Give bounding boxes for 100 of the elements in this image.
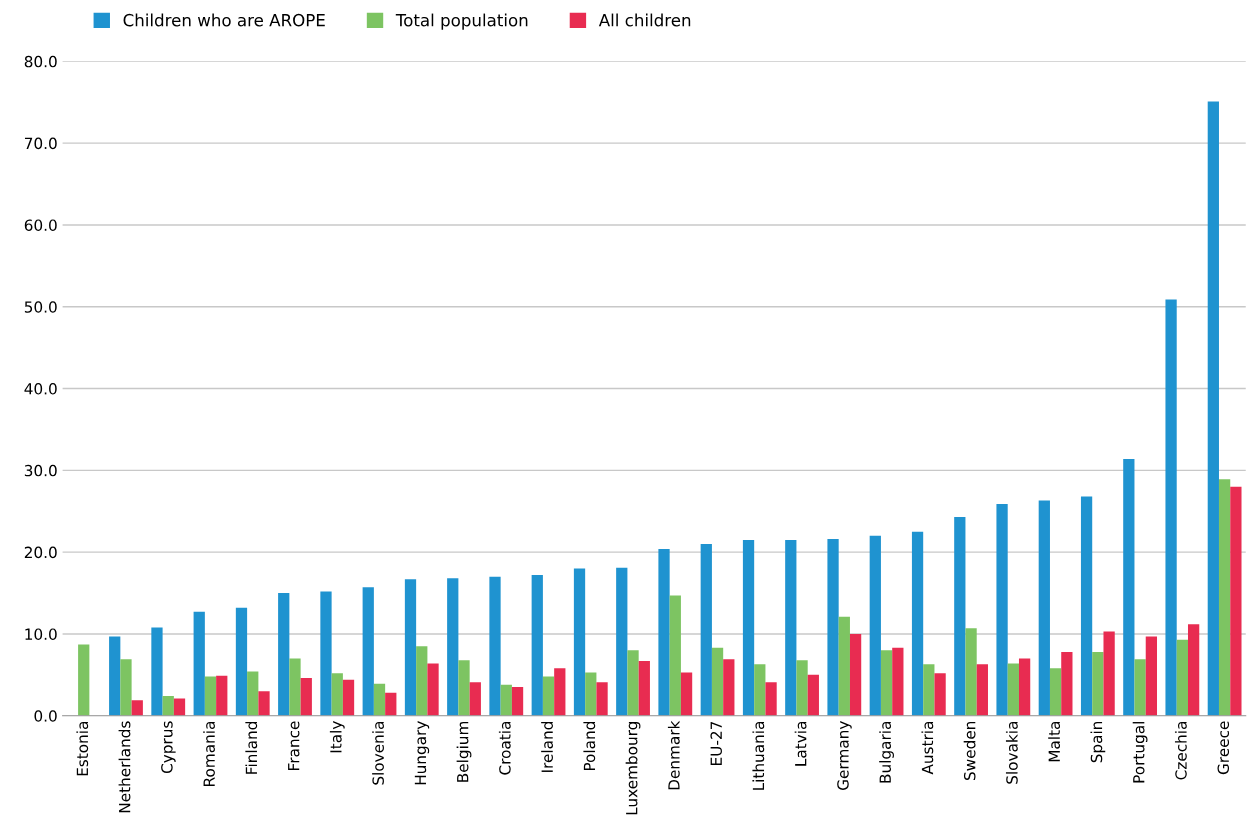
bar (573, 568, 586, 716)
bar (627, 650, 639, 716)
y-tick-label: 0.0 (34, 710, 57, 722)
bar (616, 567, 628, 716)
legend-label: Total population (395, 13, 528, 30)
bar (300, 678, 312, 716)
bar (331, 673, 343, 716)
x-tick-label: EU-27 (710, 721, 722, 765)
bar (1080, 496, 1093, 716)
bar (385, 692, 397, 716)
x-tick-label: Czechia (1174, 722, 1187, 780)
bar (469, 682, 481, 716)
bar (1092, 651, 1104, 716)
bar (1038, 500, 1050, 716)
bar (700, 543, 712, 716)
bar (247, 671, 259, 716)
bar (742, 539, 755, 716)
x-tick-label: Romania (203, 722, 215, 786)
x-tick-label: Poland (583, 722, 596, 771)
bar (320, 591, 332, 716)
x-tick-label: Bulgaria (879, 722, 894, 783)
bar (173, 698, 186, 716)
x-tick-label: Luxembourg (625, 722, 641, 815)
x-tick-label: Ireland (541, 722, 553, 772)
bar (258, 691, 270, 716)
bar (596, 682, 608, 716)
x-tick-label: Italy (329, 721, 345, 753)
bar (669, 595, 681, 716)
bar (193, 611, 205, 716)
bar (1230, 486, 1242, 716)
bar (965, 628, 977, 716)
bar (120, 659, 132, 716)
bar (1176, 639, 1188, 716)
bar (869, 535, 881, 716)
bar (404, 579, 417, 716)
bar (1123, 458, 1135, 716)
bar (827, 539, 839, 716)
bar (500, 684, 512, 716)
bar (416, 646, 428, 716)
x-tick-label: Sweden (963, 721, 976, 780)
bar (342, 679, 355, 716)
bar (162, 696, 174, 716)
x-tick-label: Estonia (76, 722, 89, 776)
x-tick-label: Slovakia (1005, 722, 1018, 784)
bar (1061, 651, 1073, 716)
y-tick-label: 30.0 (24, 464, 57, 477)
bar (78, 644, 90, 716)
bar (1145, 636, 1157, 716)
bar (216, 675, 228, 716)
y-tick-label: 70.0 (24, 137, 57, 150)
bar (1049, 668, 1062, 716)
bar (838, 616, 850, 716)
bar (658, 548, 670, 716)
x-tick-label: Croatia (498, 722, 511, 775)
x-tick-label: Latvia (794, 722, 807, 766)
x-tick-label: Finland (245, 722, 258, 774)
bar (807, 674, 819, 716)
x-tick-label: Netherlands (118, 721, 131, 813)
bar (954, 516, 966, 716)
bar (151, 627, 163, 716)
bar (511, 687, 524, 716)
bar (585, 672, 597, 716)
x-tick-label: Germany (837, 721, 852, 790)
bar (531, 575, 543, 716)
bar (711, 647, 724, 716)
bar (680, 672, 693, 716)
y-tick-label: 60.0 (24, 219, 57, 231)
bar (554, 668, 566, 716)
x-tick-label: Malta (1048, 722, 1061, 762)
bar (373, 683, 386, 716)
bar (976, 664, 988, 716)
x-tick-label: Spain (1090, 721, 1106, 763)
legend-label: All children (598, 13, 691, 27)
bar (1187, 624, 1200, 716)
y-tick-label: 50.0 (24, 301, 57, 313)
x-tick-label: Denmark (667, 720, 680, 790)
x-tick-label: Greece (1217, 721, 1230, 775)
bar (911, 531, 924, 716)
bar (923, 664, 935, 716)
bar (427, 663, 439, 716)
bar (289, 658, 301, 716)
x-tick-label: Cyprus (161, 721, 176, 774)
bar (447, 578, 459, 716)
bar (235, 607, 248, 716)
bar (1218, 479, 1231, 716)
bar (934, 673, 946, 716)
bar (204, 676, 217, 716)
bar (1207, 101, 1219, 716)
x-tick-label: Lithuania (752, 722, 765, 790)
bar (638, 660, 650, 716)
y-tick-label: 80.0 (24, 55, 57, 68)
x-tick-label: Belgium (456, 721, 472, 782)
bar (892, 647, 904, 716)
bar (489, 576, 501, 716)
y-tick-label: 20.0 (24, 546, 57, 559)
x-tick-label: Hungary (414, 721, 430, 785)
x-tick-label: Slovenia (372, 722, 384, 785)
bar (1007, 663, 1019, 716)
bar (754, 664, 766, 716)
bar (796, 660, 808, 716)
